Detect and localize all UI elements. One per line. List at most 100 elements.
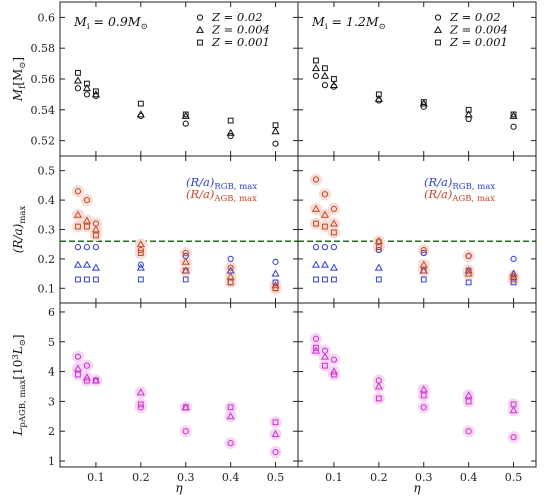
point-halo: [179, 255, 192, 268]
data-point-circle: [465, 252, 472, 260]
data-point-triangle: [464, 110, 473, 118]
data-point-square: [322, 362, 328, 369]
data-point-circle: [312, 335, 320, 342]
data-point-square: [313, 57, 319, 64]
data-point-square: [84, 80, 90, 87]
data-point-square: [313, 276, 319, 283]
data-point-triangle: [464, 391, 473, 399]
legend-marker-circle: [434, 14, 442, 21]
data-point-triangle: [419, 260, 428, 268]
legend-label: (R/a)RGB, max: [424, 175, 495, 192]
point-halo: [224, 437, 237, 450]
point-halo: [224, 410, 237, 423]
data-point-square: [93, 232, 99, 239]
data-point-circle: [137, 404, 144, 411]
point-halo: [462, 249, 475, 262]
data-point-triangle: [181, 111, 190, 119]
data-point-circle: [74, 188, 82, 195]
data-point-circle: [227, 132, 234, 140]
data-point-triangle: [226, 128, 235, 136]
data-point-triangle: [311, 204, 321, 212]
data-point-triangle: [136, 239, 145, 248]
y-tick-label: 5: [48, 336, 55, 349]
data-point-triangle: [136, 388, 145, 396]
data-point-triangle: [136, 263, 145, 271]
data-point-circle: [420, 246, 427, 254]
point-halo: [327, 368, 340, 381]
x-tick-label: 0.1: [325, 471, 343, 484]
point-halo: [71, 185, 84, 198]
point-halo: [80, 194, 93, 207]
data-point-square: [227, 279, 234, 286]
data-point-square: [331, 229, 337, 236]
point-halo: [80, 220, 93, 233]
data-point-square: [465, 279, 472, 286]
data-point-circle: [420, 249, 427, 257]
panel-r2-c0: 1 2 3 4 5 6 0.1 0.2 0.3 0.4 0.5: [48, 302, 299, 484]
data-point-square: [420, 276, 427, 283]
data-point-triangle: [374, 94, 383, 102]
legend-marker-circle: [196, 14, 204, 21]
data-point-circle: [182, 428, 189, 435]
data-point-circle: [510, 255, 517, 262]
data-point-triangle: [320, 352, 330, 360]
y-tick-label: 0.6: [38, 11, 56, 24]
point-halo: [179, 401, 192, 414]
data-point-square: [331, 276, 337, 283]
panel-title: Mi = 0.9M⊙: [73, 14, 148, 32]
data-point-circle: [182, 120, 189, 127]
data-point-square: [375, 276, 382, 283]
point-halo: [309, 332, 322, 345]
data-point-triangle: [271, 281, 280, 289]
point-halo: [89, 229, 102, 242]
legend-label: Z = 0.02: [211, 10, 263, 24]
data-point-circle: [227, 255, 234, 262]
y-tick-label: 0.52: [31, 135, 56, 148]
data-point-square: [75, 276, 81, 283]
point-halo: [318, 350, 331, 363]
point-halo: [269, 282, 282, 295]
y-tick-label: 0.3: [38, 224, 56, 237]
y-tick-label: 1: [48, 455, 55, 468]
data-point-square: [93, 276, 99, 283]
panel-r2-c1: 0.1 0.2 0.3 0.4 0.5: [297, 302, 537, 484]
data-point-circle: [330, 205, 338, 213]
data-point-circle: [272, 448, 279, 456]
data-point-triangle: [329, 80, 338, 89]
data-point-circle: [510, 123, 517, 130]
point-halo: [80, 374, 93, 387]
panel-r1-c1: (R/a)RGB, max(R/a)AGB, max: [297, 155, 537, 304]
panel-r1-c0: 0.1 0.2 0.3 0.4 0.5 (R/a)RGB, max(R/a)AGB, ma…: [38, 155, 299, 304]
point-halo: [71, 368, 84, 381]
data-point-triangle: [82, 84, 92, 92]
data-point-circle: [510, 276, 517, 283]
x-tick-label: 0.4: [460, 471, 478, 484]
x-tick-label: 0.5: [267, 471, 285, 484]
data-point-square: [84, 276, 90, 283]
data-point-square: [465, 267, 472, 274]
legend-marker-square: [435, 39, 441, 46]
data-point-triangle: [73, 76, 83, 84]
data-point-triangle: [82, 373, 92, 381]
data-point-square: [182, 111, 189, 118]
data-point-circle: [92, 244, 100, 251]
data-point-square: [420, 267, 427, 274]
data-point-square: [182, 267, 189, 274]
data-point-square: [84, 377, 90, 384]
point-halo: [462, 425, 475, 438]
data-point-circle: [510, 434, 517, 441]
data-point-square: [510, 111, 517, 118]
point-halo: [309, 173, 322, 186]
data-point-circle: [272, 258, 279, 265]
panel-r0-c0: 0.520.540.560.580.6 Mi = 0.9M⊙Z = 0.02Z =…: [31, 1, 299, 157]
data-point-triangle: [320, 210, 330, 218]
point-halo: [179, 264, 192, 277]
data-point-square: [510, 401, 517, 408]
data-point-triangle: [73, 260, 83, 268]
data-point-square: [313, 344, 319, 351]
data-point-triangle: [181, 257, 190, 265]
data-point-square: [313, 220, 319, 227]
data-point-circle: [74, 353, 82, 360]
x-tick-label: 0.1: [87, 471, 105, 484]
